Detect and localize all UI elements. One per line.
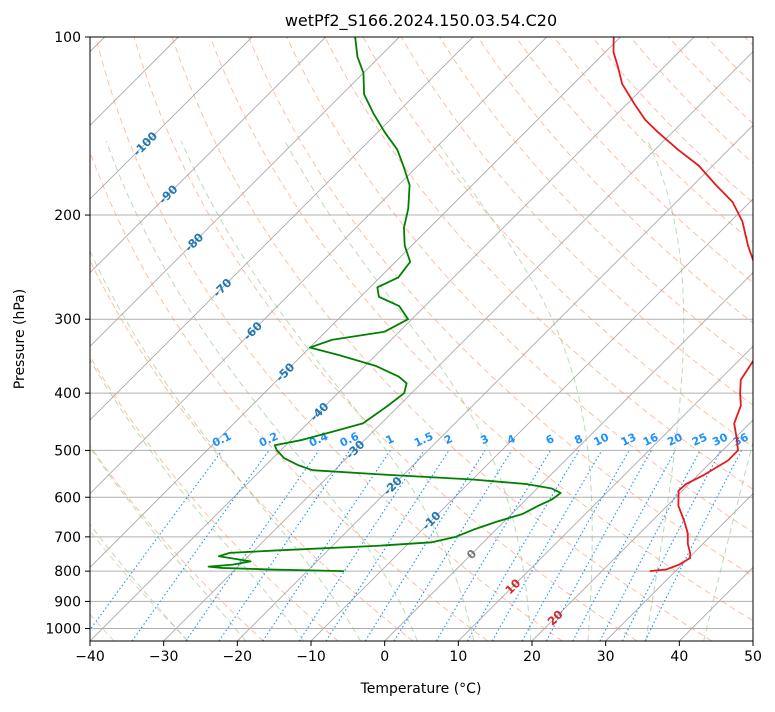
dry-adiabat-line (286, 37, 753, 533)
moist-adiabat-line (645, 140, 685, 641)
mixing-ratio-line (644, 450, 742, 641)
x-axis-label: Temperature (°C) (360, 681, 482, 697)
mixing-ratio-line (298, 450, 425, 641)
mixing-ratio-line (621, 450, 722, 641)
dry-adiabat-line (515, 37, 753, 284)
isotherm-line (458, 345, 753, 641)
x-tick-label: 30 (597, 649, 615, 665)
dry-adiabat-line (248, 37, 753, 577)
isotherm-line (90, 37, 695, 641)
dry-adiabat-line (209, 37, 753, 622)
y-tick-label: 600 (54, 490, 81, 506)
isotherm-line (237, 124, 753, 641)
isotherm-line (310, 198, 753, 641)
dewpoint-profile-line (207, 37, 562, 573)
dry-adiabat-line (90, 355, 339, 641)
mixing-ratio-label: 16 (641, 430, 661, 448)
mixing-ratio-line (218, 450, 351, 641)
y-tick-label: 900 (54, 594, 81, 610)
isotherm-line (90, 37, 547, 495)
plot-frame (89, 36, 754, 642)
mixing-ratio-label: 13 (619, 431, 638, 449)
mixing-ratio-line (572, 450, 677, 641)
dry-adiabat-line (133, 37, 638, 641)
temperature-profile-line (612, 37, 753, 573)
dry-adiabat-line (171, 37, 712, 641)
x-tick-label: 40 (670, 649, 688, 665)
moist-adiabat-line (90, 523, 188, 641)
moist-adiabat-line (90, 359, 304, 641)
mixing-ratio-label: 10 (592, 430, 612, 448)
x-tick-label: 50 (744, 649, 762, 665)
mixing-ratio-line (545, 450, 652, 641)
x-tick-label: −20 (223, 649, 253, 665)
isotherm-line (90, 37, 474, 421)
mixing-ratio-label: 30 (710, 430, 730, 448)
x-tick-label: −10 (296, 649, 326, 665)
x-tick-label: −40 (75, 649, 105, 665)
isotherm-line (384, 272, 753, 641)
mixing-ratio-line (185, 450, 320, 641)
x-tick-label: 10 (449, 649, 467, 665)
y-tick-label: 1000 (45, 621, 81, 637)
dry-adiabat-line (324, 37, 753, 490)
mixing-ratio-line (521, 450, 630, 641)
moist-adiabat-line (703, 440, 753, 641)
mixing-ratio-label: 25 (690, 431, 709, 449)
y-tick-label: 300 (54, 312, 81, 328)
moist-adiabat-line (180, 140, 475, 641)
chart-title: wetPf2_S166.2024.150.03.54.C20 (285, 11, 557, 31)
isotherm-line (163, 51, 753, 641)
mixing-ratio-line (393, 450, 513, 641)
y-tick-label: 200 (54, 208, 81, 224)
y-tick-label: 800 (54, 564, 81, 580)
mixing-ratio-line (325, 450, 450, 641)
y-tick-label: 400 (54, 386, 81, 402)
x-tick-label: −30 (149, 649, 179, 665)
mixing-ratio-line (262, 450, 391, 641)
isotherm-line (90, 37, 326, 274)
mixing-ratio-line (131, 450, 270, 641)
moist-adiabat-line (90, 446, 247, 641)
isotherm-line (90, 37, 621, 568)
moist-adiabat-line (105, 140, 418, 641)
y-tick-label: 700 (54, 530, 81, 546)
y-axis-label: Pressure (hPa) (12, 289, 28, 389)
mixing-ratio-label: 20 (665, 430, 685, 448)
y-tick-label: 500 (54, 443, 81, 459)
dry-adiabat-line (95, 37, 563, 641)
x-tick-label: 0 (380, 649, 389, 665)
moist-adiabat-line (436, 140, 593, 641)
x-tick-label: 20 (523, 649, 541, 665)
moist-adiabat-line (284, 140, 532, 641)
mixing-ratio-line (90, 450, 223, 631)
y-tick-label: 100 (54, 30, 81, 46)
isotherm-line (90, 37, 253, 200)
dry-adiabat-line (90, 444, 264, 641)
isotherm-line (605, 493, 753, 641)
isotherm-line (531, 419, 753, 641)
